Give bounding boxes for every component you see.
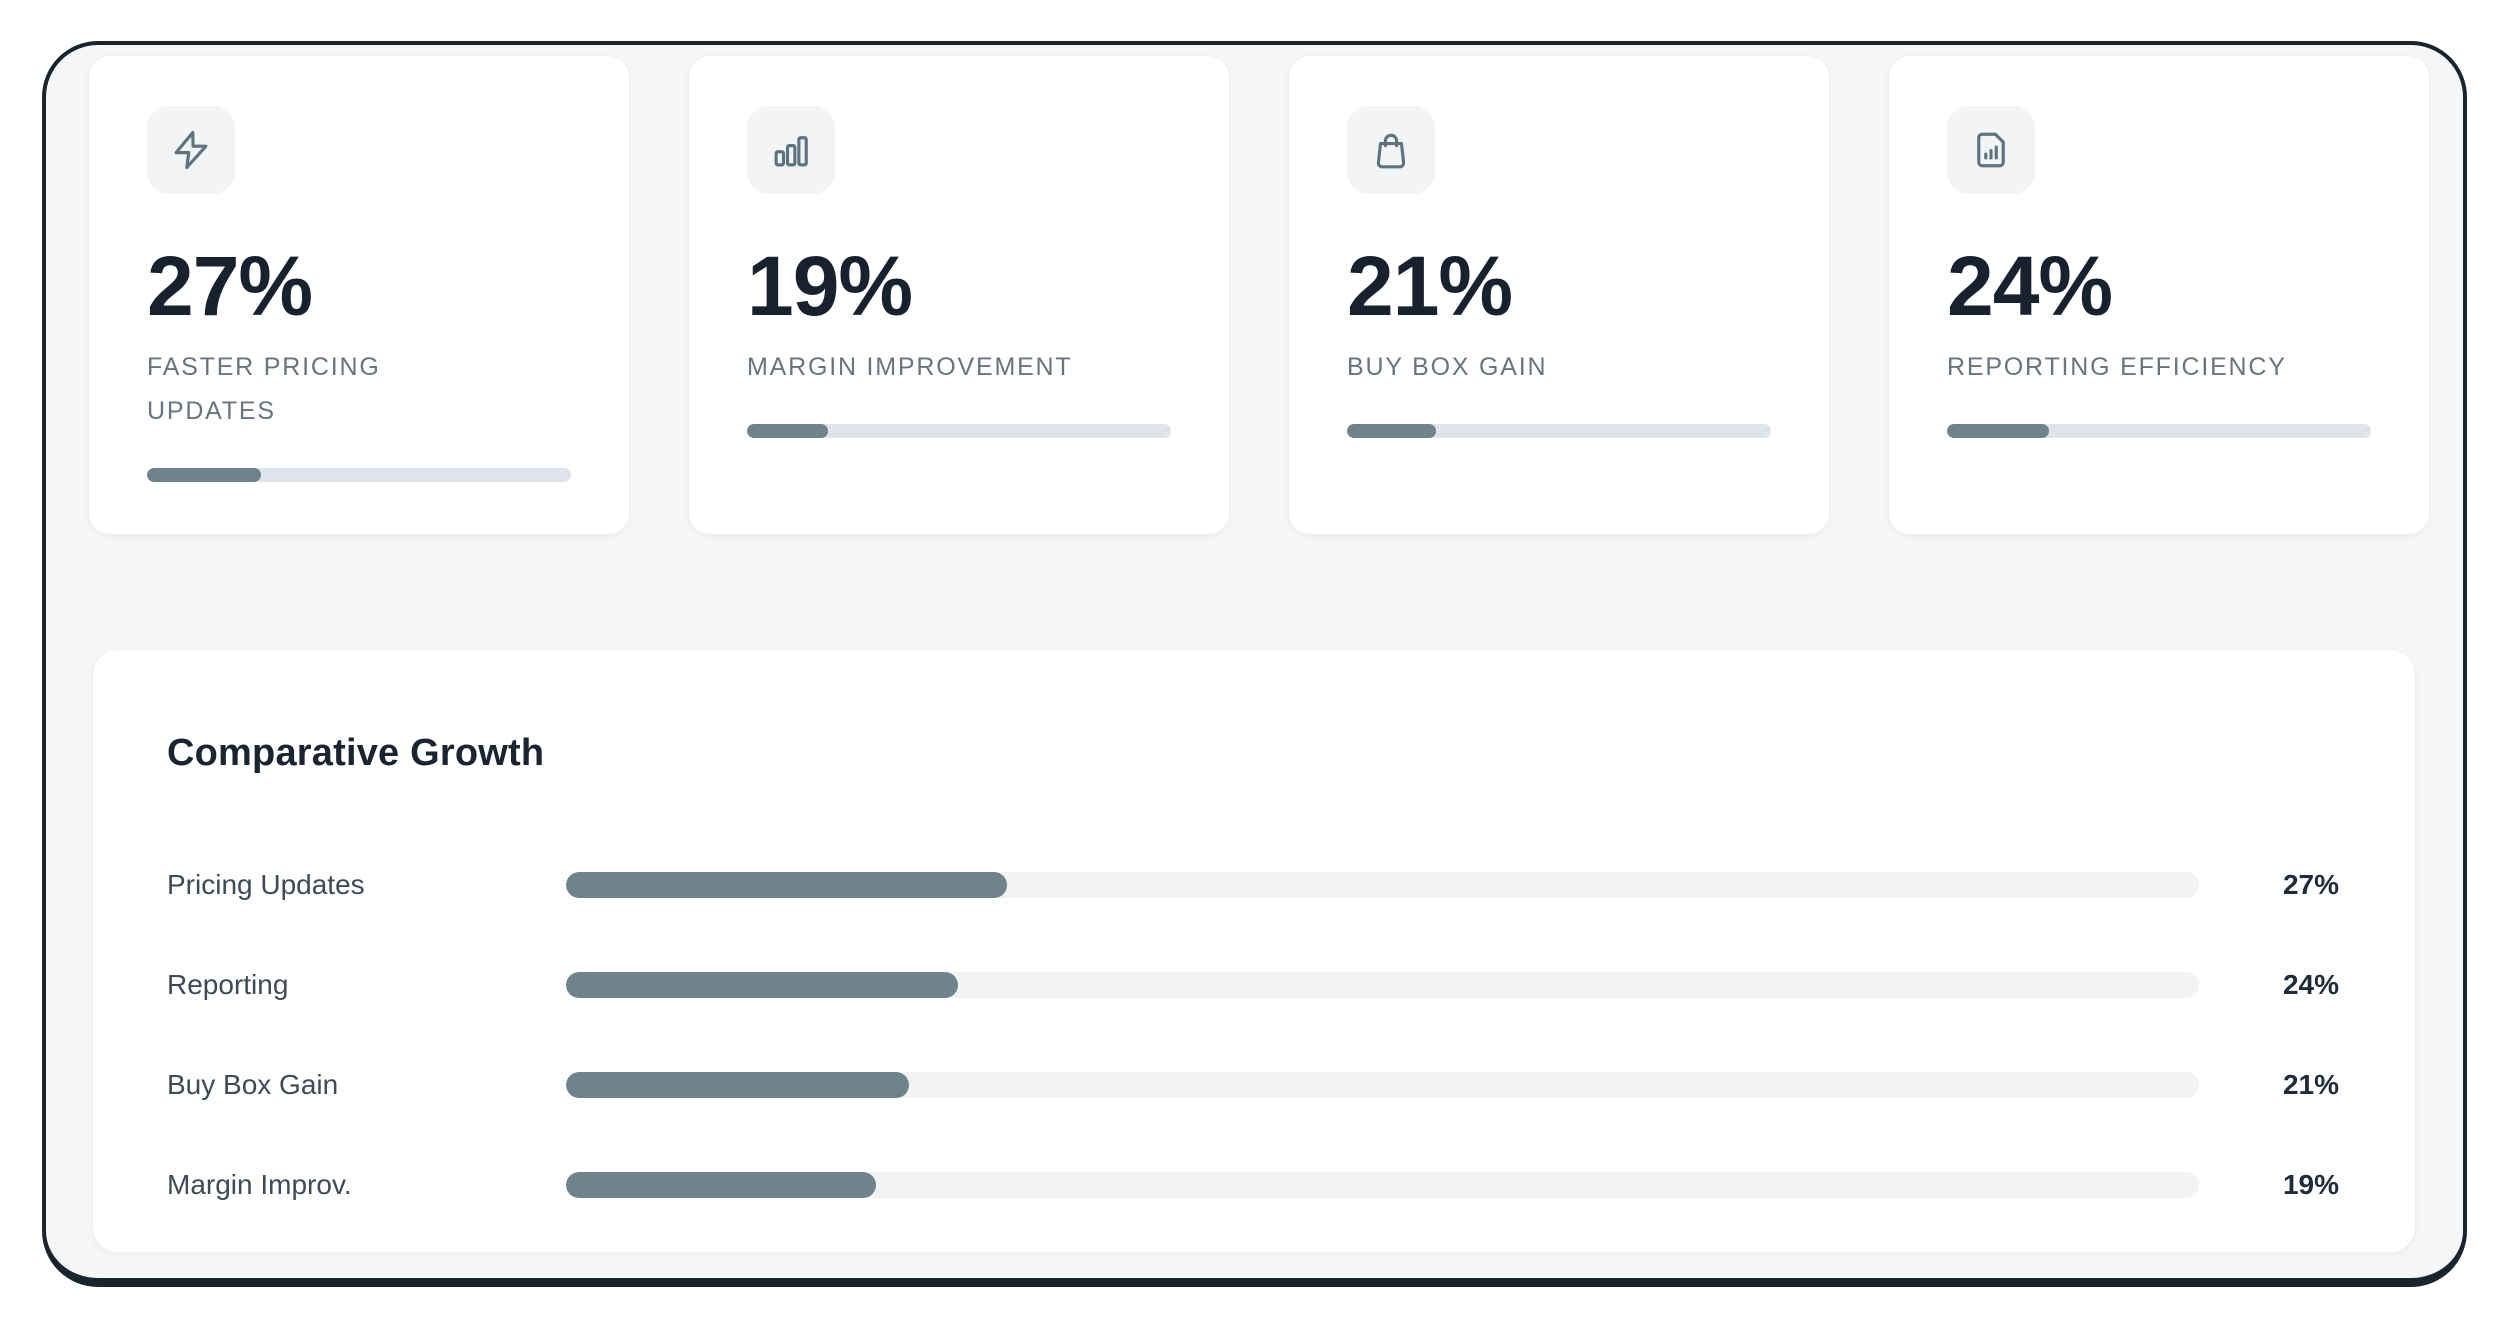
kpi-progress-fill [747, 423, 828, 438]
kpi-value: 19% [747, 239, 913, 333]
bar-fill [566, 1072, 909, 1098]
bar-fill [566, 972, 958, 998]
document-chart-icon [1977, 132, 2005, 168]
shopping-bag-icon [1376, 133, 1406, 169]
kpi-progress-fill [1947, 423, 2049, 438]
dashboard-frame: 27% FASTER PRICING UPDATES 19% MARGIN IM… [42, 41, 2467, 1287]
bar-chart: Pricing Updates 27% Reporting 24% Buy Bo… [167, 865, 2339, 1265]
bar-row-margin-improv: Margin Improv. 19% [167, 1165, 2339, 1205]
kpi-label: BUY BOX GAIN [1347, 353, 1548, 381]
lightning-icon [174, 130, 208, 170]
kpi-value: 24% [1947, 239, 2113, 333]
kpi-value: 21% [1347, 239, 1513, 333]
icon-chip [147, 106, 235, 194]
bar-track [566, 872, 2199, 898]
bar-value: 27% [2282, 869, 2339, 900]
kpi-card-pricing-updates: 27% FASTER PRICING UPDATES [88, 55, 630, 535]
bar-track [566, 972, 2199, 998]
bar-label: Pricing Updates [167, 869, 365, 900]
bar-value: 19% [2282, 1169, 2339, 1200]
bar-value: 21% [2282, 1069, 2339, 1100]
kpi-progress-track [147, 467, 571, 482]
kpi-card-reporting-efficiency: 24% REPORTING EFFICIENCY [1888, 55, 2430, 535]
kpi-progress-fill [147, 467, 262, 482]
kpi-value: 27% [147, 239, 313, 333]
bar-label: Margin Improv. [167, 1169, 352, 1200]
bar-label: Reporting [167, 969, 289, 1000]
icon-chip [1347, 106, 1435, 194]
bar-value: 24% [2282, 969, 2339, 1000]
kpi-label: FASTER PRICING UPDATES [147, 353, 381, 425]
bar-row-reporting: Reporting 24% [167, 965, 2339, 1005]
kpi-progress-fill [1347, 423, 1437, 438]
icon-chip [747, 106, 835, 194]
bar-track [566, 1072, 2199, 1098]
bar-row-buy-box-gain: Buy Box Gain 21% [167, 1065, 2339, 1105]
kpi-label: MARGIN IMPROVEMENT [747, 353, 1073, 381]
kpi-card-buy-box-gain: 21% BUY BOX GAIN [1288, 55, 1830, 535]
kpi-progress-track [1947, 423, 2371, 438]
bar-label: Buy Box Gain [167, 1069, 339, 1100]
bar-fill [566, 1172, 877, 1198]
bar-track [566, 1172, 2199, 1198]
kpi-card-margin-improvement: 19% MARGIN IMPROVEMENT [688, 55, 1230, 535]
kpi-card-row: 27% FASTER PRICING UPDATES 19% MARGIN IM… [88, 55, 2430, 535]
bar-row-pricing-updates: Pricing Updates 27% [167, 865, 2339, 905]
kpi-progress-track [1347, 423, 1771, 438]
bar-chart-icon [774, 136, 808, 167]
kpi-progress-track [747, 423, 1171, 438]
panel-title: Comparative Growth [167, 732, 545, 774]
comparative-growth-panel: Comparative Growth Pricing Updates 27% R… [92, 649, 2416, 1253]
icon-chip [1947, 106, 2035, 194]
bar-fill [566, 872, 1007, 898]
kpi-label: REPORTING EFFICIENCY [1947, 353, 2287, 381]
